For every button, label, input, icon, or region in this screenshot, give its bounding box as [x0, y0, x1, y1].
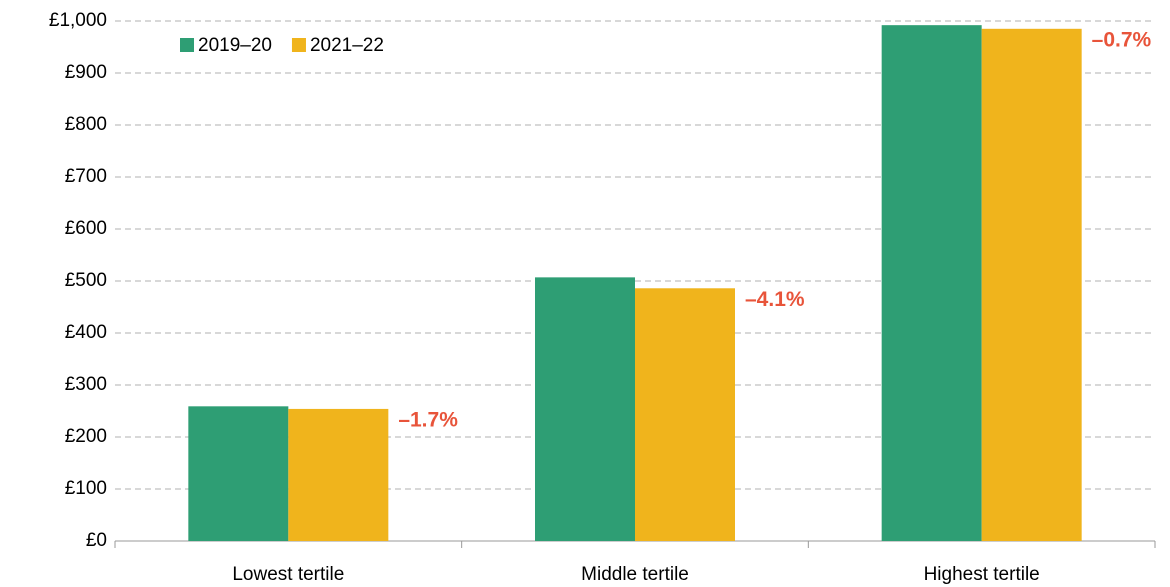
- y-tick-label: £800: [65, 114, 107, 135]
- legend-swatch: [291, 38, 306, 52]
- x-tick-label: Middle tertile: [581, 564, 689, 585]
- y-tick-label: £1,000: [49, 10, 107, 31]
- bar: [881, 25, 982, 542]
- legend-label: 2021–22: [310, 35, 384, 56]
- y-tick-label: £700: [65, 166, 107, 187]
- bar: [635, 288, 735, 541]
- bar: [535, 277, 635, 541]
- legend-label: 2019–20: [198, 35, 272, 56]
- annotation: –4.1%: [745, 288, 805, 311]
- bar: [288, 408, 389, 541]
- annotation: –1.7%: [398, 408, 458, 431]
- x-tick-label: Highest tertile: [924, 564, 1040, 585]
- y-tick-label: £300: [65, 374, 107, 395]
- y-tick-label: £900: [65, 62, 107, 83]
- bar: [188, 406, 289, 541]
- y-tick-label: £100: [65, 478, 107, 499]
- annotation: –0.7%: [1092, 28, 1152, 51]
- y-tick-label: £600: [65, 218, 107, 239]
- y-tick-label: £500: [65, 270, 107, 291]
- x-tick-label: Lowest tertile: [232, 564, 344, 585]
- legend-swatch: [180, 38, 194, 52]
- y-tick-label: £400: [65, 322, 107, 343]
- y-tick-label: £0: [86, 530, 107, 551]
- bar: [981, 28, 1082, 542]
- y-tick-label: £200: [65, 426, 107, 447]
